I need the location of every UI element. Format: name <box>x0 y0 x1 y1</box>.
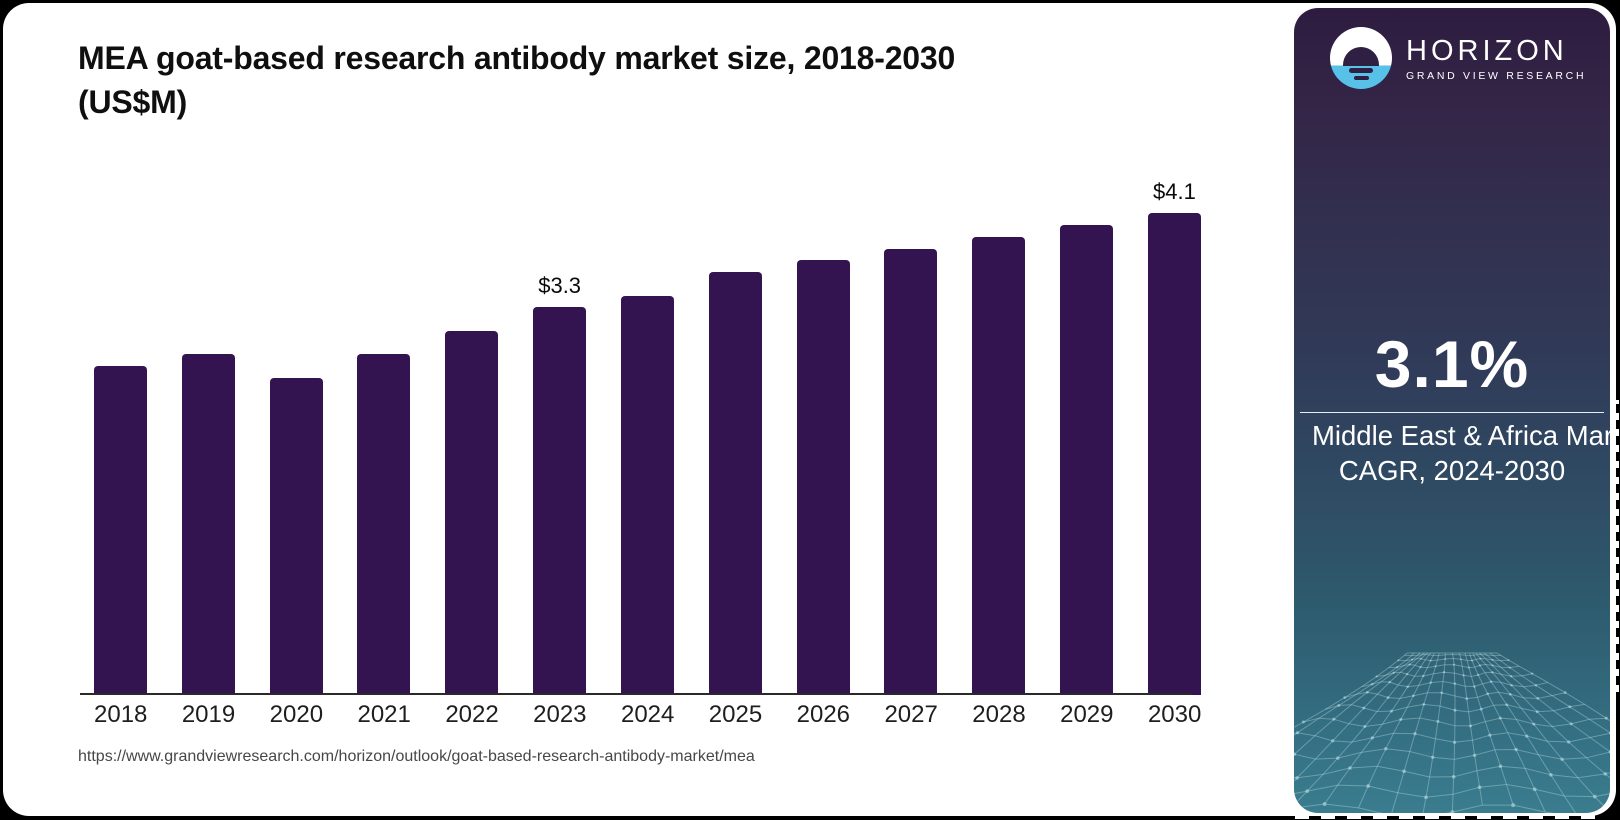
x-tick-2022: 2022 <box>445 701 499 728</box>
chart-title-line1: MEA goat-based research antibody market … <box>78 40 956 76</box>
x-tick-2029: 2029 <box>1060 701 1114 728</box>
bar-2023 <box>533 307 587 695</box>
bar-slot-2026 <box>796 195 850 695</box>
chart-title: MEA goat-based research antibody market … <box>78 36 1178 124</box>
cagr-value: 3.1% <box>1374 327 1530 401</box>
bar-slot-2028 <box>972 195 1026 695</box>
bar-slot-2027 <box>884 195 938 695</box>
x-axis-line <box>80 693 1192 695</box>
bar-slot-2022 <box>445 195 499 695</box>
bar-2027 <box>884 248 938 695</box>
brand-text: HORIZON GRAND VIEW RESEARCH <box>1406 34 1586 82</box>
sun-arch-icon <box>1343 47 1379 66</box>
bar-2026 <box>796 260 850 695</box>
bar-slot-2024 <box>620 195 674 695</box>
bar-2020 <box>269 377 323 695</box>
bar-slot-2018 <box>94 195 147 695</box>
right-edge-dashes <box>1615 400 1619 692</box>
bar-slot-2023: $3.3 <box>533 195 587 695</box>
brand-subtitle: GRAND VIEW RESEARCH <box>1406 70 1587 82</box>
x-tick-2021: 2021 <box>357 701 411 728</box>
bar-2019 <box>181 354 235 695</box>
cagr-label-line2: CAGR, 2024-2030 <box>1338 455 1566 486</box>
bar-2024 <box>620 295 674 695</box>
reflection-line-icon <box>1353 75 1369 80</box>
bar-2028 <box>972 236 1026 695</box>
horizon-logo: HORIZON GRAND VIEW RESEARCH <box>1330 27 1586 89</box>
x-tick-2028: 2028 <box>972 701 1026 728</box>
bar-2021 <box>357 354 411 695</box>
bar-2022 <box>445 330 499 695</box>
wireframe-terrain-graphic <box>1294 652 1610 813</box>
x-tick-2025: 2025 <box>708 701 763 728</box>
source-url: https://www.grandviewresearch.com/horizo… <box>78 748 755 765</box>
x-tick-2027: 2027 <box>884 701 938 728</box>
bar-value-label-2030: $4.1 <box>1153 179 1196 205</box>
horizon-sun-over-water-icon <box>1330 27 1392 89</box>
bar-2030 <box>1147 213 1201 695</box>
reflection-line-icon <box>1349 68 1373 73</box>
bottom-edge-dashes <box>1295 815 1618 819</box>
chart-title-line2: (US$M) <box>78 84 188 120</box>
x-tick-2026: 2026 <box>796 701 851 728</box>
bar-slot-2020 <box>269 195 323 695</box>
x-axis-labels: 2018 2019 2020 2021 2022 2023 2024 2025 2026 2027… <box>94 701 1201 729</box>
brand-name: HORIZON <box>1406 35 1568 67</box>
bar-value-label-2023: $3.3 <box>538 273 582 299</box>
bar-slot-2029 <box>1060 195 1114 695</box>
bar-2029 <box>1060 225 1114 695</box>
bar-slot-2019 <box>181 195 235 695</box>
x-tick-2024: 2024 <box>620 701 675 728</box>
brand-panel: HORIZON GRAND VIEW RESEARCH 3.1% Middle … <box>1294 8 1610 813</box>
bar-chart-plot-area: $3.3 $4.1 <box>94 179 1201 695</box>
cagr-label-line1: Middle East & Africa Market <box>1312 420 1610 451</box>
bar-slot-2030: $4.1 <box>1147 179 1201 695</box>
x-tick-2023: 2023 <box>533 701 587 728</box>
x-tick-2019: 2019 <box>181 701 236 728</box>
bar-2018 <box>94 366 147 695</box>
x-tick-2020: 2020 <box>269 701 324 728</box>
bar-slot-2021 <box>357 195 411 695</box>
cagr-divider <box>1300 412 1604 413</box>
x-tick-2018: 2018 <box>94 701 148 728</box>
bar-2025 <box>708 272 762 695</box>
x-tick-2030: 2030 <box>1147 701 1202 728</box>
bar-slot-2025 <box>708 195 762 695</box>
